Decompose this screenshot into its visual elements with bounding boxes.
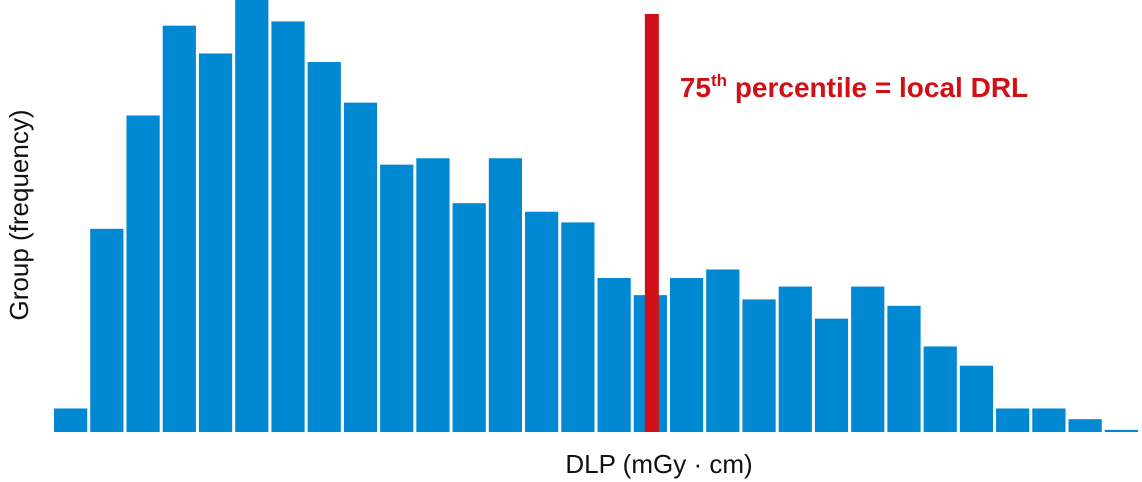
annotation-superscript: th [711,71,727,90]
histogram-bar [1104,429,1138,432]
histogram-bar [488,158,523,432]
histogram-bar [851,286,885,432]
histogram-bar [90,228,124,432]
histogram-bar [307,62,341,433]
histogram-bar [271,21,305,432]
histogram-bar [778,286,812,432]
y-axis-label: Group (frequency) [4,110,34,321]
histogram-bar [887,305,921,432]
histogram-bar [235,0,269,432]
drl-threshold-line [644,14,659,432]
histogram-bar [126,115,160,433]
histogram-bar [162,25,196,432]
histogram-bar [706,269,740,432]
histogram-bar [1032,408,1066,432]
histogram-bar [1068,419,1102,432]
histogram-bar [343,102,378,433]
histogram-bar [54,408,88,432]
histogram-bar [380,164,414,433]
histogram-bar [597,278,631,432]
histogram-bar [742,299,776,432]
annotation-number: 75 [680,72,711,103]
annotation-suffix: percentile = local DRL [727,72,1028,103]
drl-annotation: 75th percentile = local DRL [680,71,1028,103]
histogram-bar [561,222,595,432]
histogram-bar [452,203,486,432]
histogram-bar [959,365,994,432]
histogram-bar [198,53,233,432]
histogram-bar [669,278,704,432]
histogram-bar [416,158,450,432]
x-axis-label: DLP (mGy · cm) [565,449,752,479]
histogram-bar [814,318,849,432]
histogram-bar [996,408,1030,432]
histogram-bar [525,211,559,432]
histogram-bar [923,346,957,432]
bars-group [54,0,1138,433]
